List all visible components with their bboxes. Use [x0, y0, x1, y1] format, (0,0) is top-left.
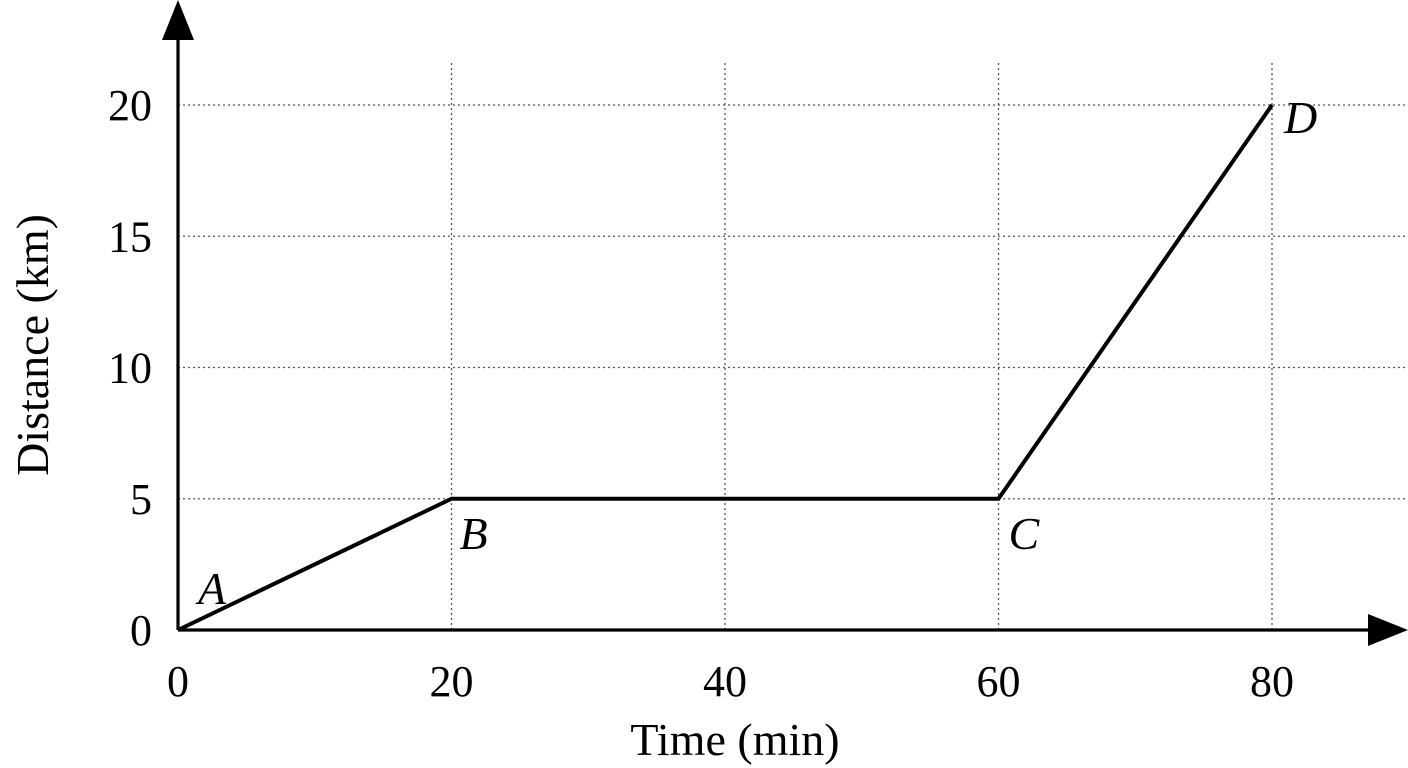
y-tick-label: 20	[108, 81, 152, 130]
point-label-c: C	[1009, 508, 1041, 559]
y-tick-label: 10	[108, 344, 152, 393]
x-tick-label: 0	[167, 657, 189, 706]
point-label-b: B	[460, 508, 488, 559]
y-tick-label: 15	[108, 212, 152, 261]
axes	[162, 0, 1408, 646]
tick-labels: 0 20 40 60 80 0 5 10 15 20	[108, 81, 1294, 706]
distance-line	[177, 103, 1274, 632]
x-axis-arrowhead	[1368, 614, 1408, 646]
point-labels: A B C D	[195, 92, 1317, 614]
grid-lines	[178, 60, 1405, 630]
y-axis-title: Distance (km)	[7, 214, 58, 476]
series	[177, 103, 1274, 632]
x-tick-label: 20	[430, 657, 474, 706]
point-label-d: D	[1283, 92, 1317, 143]
x-tick-label: 60	[977, 657, 1021, 706]
y-tick-label: 5	[130, 475, 152, 524]
y-tick-label: 0	[130, 606, 152, 655]
x-tick-label: 40	[703, 657, 747, 706]
point-label-a: A	[195, 563, 227, 614]
x-tick-label: 80	[1250, 657, 1294, 706]
x-axis-title: Time (min)	[630, 714, 839, 765]
y-axis-arrowhead	[162, 0, 194, 40]
